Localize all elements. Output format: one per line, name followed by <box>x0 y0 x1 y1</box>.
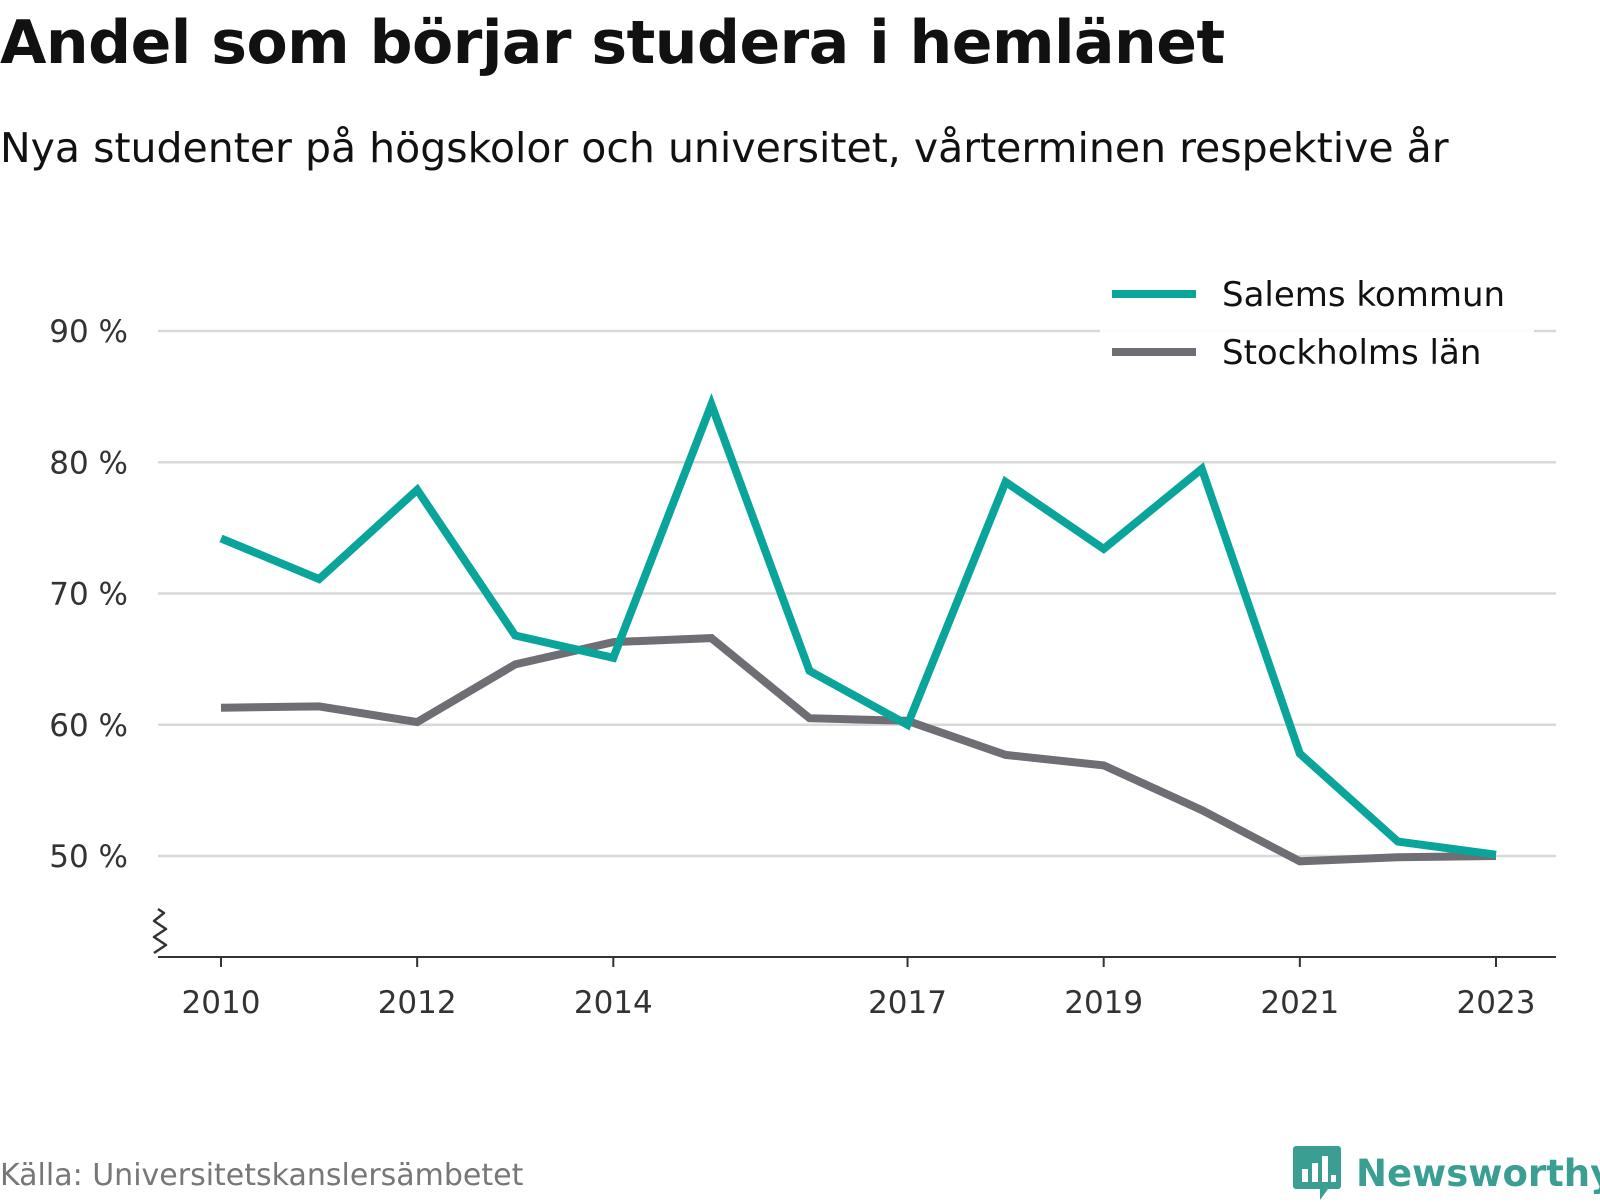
x-tick-label: 2012 <box>378 985 457 1021</box>
legend-label-salem: Salems kommun <box>1222 275 1505 315</box>
y-axis-ticks: 50 % 60 % 70 % 80 % 90 % <box>49 314 128 875</box>
y-tick-label: 70 % <box>49 577 128 613</box>
source-note: Källa: Universitetskanslersämbetet <box>0 1158 524 1193</box>
brand: Newsworthy <box>1292 1144 1600 1202</box>
legend-label-stockholm: Stockholms län <box>1222 333 1481 373</box>
y-tick-label: 80 % <box>49 445 128 481</box>
series-line-stockholm <box>220 634 1497 866</box>
gridlines <box>158 329 1556 858</box>
chart-subtitle: Nya studenter på högskolor och universit… <box>0 124 1449 172</box>
x-tick-label: 2023 <box>1457 985 1536 1021</box>
y-tick-label: 90 % <box>49 314 128 350</box>
x-axis-ticks: 2010 2012 2014 2017 2019 2021 2023 <box>182 957 1536 1021</box>
y-axis-break-icon <box>152 907 168 955</box>
x-tick-label: 2021 <box>1260 985 1339 1021</box>
y-tick-label: 50 % <box>49 839 128 875</box>
x-tick-label: 2014 <box>574 985 653 1021</box>
newsworthy-logo-icon <box>1293 1146 1341 1200</box>
x-axis <box>152 907 1556 958</box>
series-lines <box>219 393 1497 866</box>
y-tick-label: 60 % <box>49 708 128 744</box>
x-tick-label: 2017 <box>868 985 947 1021</box>
legend: Salems kommun Stockholms län <box>1100 268 1534 378</box>
chart-title: Andel som börjar studera i hemlänet <box>0 8 1225 78</box>
legend-background <box>1100 268 1534 378</box>
series-line-salem <box>219 393 1497 859</box>
brand-name: Newsworthy <box>1356 1151 1600 1195</box>
x-tick-label: 2010 <box>182 985 261 1021</box>
x-tick-label: 2019 <box>1064 985 1143 1021</box>
